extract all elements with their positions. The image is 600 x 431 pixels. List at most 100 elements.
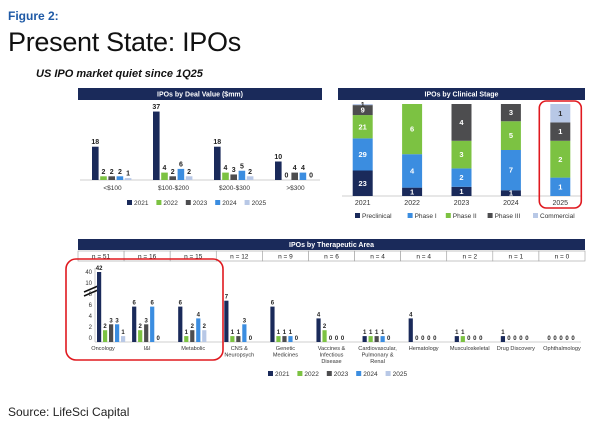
clinical-stage-segment-2025-commercial	[550, 104, 571, 123]
therapeutic-area-legend-swatch-2025	[385, 371, 391, 376]
clinical-stage-legend-swatch-phase-iii	[487, 213, 493, 218]
therapeutic-area-data-label: 1	[363, 330, 367, 336]
therapeutic-area-ytick-2: 2	[89, 325, 93, 331]
therapeutic-area-data-label: 0	[387, 336, 391, 342]
clinical-stage-segment-2024-phase-i	[500, 150, 521, 191]
clinical-stage-segment-2021-preclinical	[352, 170, 373, 196]
deal-value-data-label: 1	[126, 171, 130, 178]
therapeutic-area-category-oncology: Oncology	[91, 346, 115, 352]
clinical-stage-segment-2025-phase-iii	[550, 122, 571, 141]
therapeutic-area-data-label: 2	[323, 324, 327, 330]
deal-value-bar-200-300-2021	[214, 146, 221, 180]
therapeutic-area-data-label: 0	[249, 336, 253, 342]
therapeutic-area-data-label: 4	[409, 312, 413, 318]
therapeutic-area-ytick-6: 6	[89, 303, 93, 309]
therapeutic-area-bar-cardiovascular-pulmonary-renal-2021	[362, 336, 367, 342]
clinical-stage-legend-label-phase-i: Phase I	[415, 213, 437, 220]
therapeutic-area-bar-metabolic-2025	[202, 330, 207, 342]
clinical-stage-segment-2022-phase-i	[402, 154, 423, 188]
therapeutic-area-bar-musculoskeletal-2022	[460, 336, 465, 342]
therapeutic-area-bar-cardiovascular-pulmonary-renal-2024	[380, 336, 385, 342]
therapeutic-area-data-label: 42	[96, 266, 103, 272]
therapeutic-area-bar-genetic-medicines-2021	[270, 306, 275, 342]
figure-label: Figure 2:	[8, 9, 59, 23]
therapeutic-area-count-cell	[538, 250, 586, 262]
deal-value-bar-300-2023	[291, 172, 298, 180]
clinical-stage-segment-2021-phase-i	[352, 138, 373, 171]
deal-value-data-label: 5	[240, 163, 244, 170]
deal-value-legend-swatch-2023	[185, 200, 191, 205]
deal-value-data-label: 0	[285, 173, 289, 180]
therapeutic-area-data-label: 2	[191, 324, 195, 330]
clinical-stage-segment-2021-commercial	[352, 104, 373, 106]
clinical-stage-segment-2024-preclinical	[500, 190, 521, 196]
therapeutic-area-category-drug-discovery: Drug Discovery	[497, 346, 535, 352]
clinical-stage-data-label: 1	[558, 109, 562, 118]
deal-value-data-label: 2	[110, 169, 114, 176]
clinical-stage-segment-2023-phase-iii	[451, 104, 472, 141]
therapeutic-area-data-label: 0	[519, 336, 523, 342]
therapeutic-area-category-genetic-medicines: Genetic Medicines	[273, 346, 298, 359]
deal-value-data-label: 18	[213, 139, 221, 146]
therapeutic-area-legend-swatch-2024	[356, 371, 362, 376]
clinical-stage-highlight-box	[538, 100, 583, 209]
clinical-stage-segment-2023-phase-i	[451, 168, 472, 187]
clinical-stage-data-label: 23	[359, 179, 367, 188]
deal-value-bar-100-2023	[108, 176, 115, 180]
therapeutic-area-count-oncology: n = 51	[92, 254, 111, 261]
clinical-stage-header-bar	[338, 88, 585, 100]
therapeutic-area-bar-oncology-2022	[103, 330, 108, 342]
therapeutic-area-data-label: 1	[185, 330, 189, 336]
clinical-stage-data-label: 21	[359, 122, 367, 131]
therapeutic-area-category-vaccines-infectious-disease: Vaccines & Infectious Disease	[318, 346, 346, 365]
clinical-stage-data-label: 3	[509, 108, 513, 117]
deal-value-bar-300-2024	[299, 172, 307, 180]
therapeutic-area-bar-oncology-2021	[97, 272, 102, 342]
deal-value-data-label: 2	[102, 169, 106, 176]
therapeutic-area-legend-label-2021: 2021	[275, 371, 290, 378]
clinical-stage-segment-2025-phase-i	[550, 177, 571, 196]
therapeutic-area-bar-cardiovascular-pulmonary-renal-2022	[368, 336, 373, 342]
therapeutic-area-data-label: 0	[467, 336, 471, 342]
therapeutic-area-data-label: 0	[341, 336, 345, 342]
therapeutic-area-legend-label-2023: 2023	[334, 371, 349, 378]
deal-value-bar-100-200-2024	[177, 168, 185, 180]
deal-value-bar-200-300-2025	[246, 176, 254, 180]
therapeutic-area-category-cardiovascular-pulmonary-renal: Cardiovascular, Pulmonary & Renal	[358, 346, 397, 365]
therapeutic-area-legend-swatch-2023	[326, 371, 332, 376]
therapeutic-area-legend-swatch-2021	[268, 371, 273, 376]
clinical-stage-data-label: 5	[509, 131, 513, 140]
therapeutic-area-count-i-i: n = 16	[138, 254, 157, 261]
therapeutic-area-bar-drug-discovery-2021	[500, 336, 506, 342]
deal-value-data-label: 6	[179, 161, 183, 168]
clinical-stage-legend-label-commercial: Commercial	[540, 213, 575, 220]
source-note: Source: LifeSci Capital	[8, 405, 130, 419]
therapeutic-area-bar-genetic-medicines-2022	[276, 336, 281, 342]
therapeutic-area-bar-musculoskeletal-2021	[454, 336, 459, 342]
therapeutic-area-data-label: 7	[225, 295, 229, 301]
therapeutic-area-data-label: 6	[271, 301, 275, 307]
clinical-stage-segment-2023-phase-ii	[451, 140, 472, 169]
therapeutic-area-legend-label-2022: 2022	[304, 371, 319, 378]
therapeutic-area-count-cns-neuropsych: n = 12	[230, 254, 249, 261]
clinical-stage-segment-2021-phase-ii	[352, 115, 373, 139]
therapeutic-area-title: IPOs by Therapeutic Area	[289, 242, 374, 249]
therapeutic-area-data-label: 0	[547, 336, 551, 342]
therapeutic-area-ytick-40: 40	[85, 270, 92, 276]
deal-value-bar-300-2021	[275, 161, 282, 180]
deal-value-legend-label-2021: 2021	[134, 200, 149, 207]
therapeutic-area-legend-swatch-2022	[297, 371, 303, 376]
therapeutic-area-data-label: 3	[115, 318, 119, 324]
clinical-stage-data-label: 3	[459, 150, 463, 159]
therapeutic-area-bar-metabolic-2023	[190, 330, 195, 342]
therapeutic-area-data-label: 6	[133, 301, 137, 307]
clinical-stage-legend-swatch-preclinical	[355, 213, 360, 218]
therapeutic-area-data-label: 4	[197, 312, 201, 318]
clinical-stage-data-label: 2	[558, 155, 562, 164]
deal-value-data-label: 18	[91, 139, 99, 146]
therapeutic-area-data-label: 1	[237, 330, 241, 336]
therapeutic-area-ytick-4: 4	[89, 314, 93, 320]
therapeutic-area-data-label: 1	[455, 330, 459, 336]
clinical-stage-segment-2024-phase-ii	[500, 121, 521, 150]
therapeutic-area-category-hematology: Hematology	[409, 346, 439, 352]
